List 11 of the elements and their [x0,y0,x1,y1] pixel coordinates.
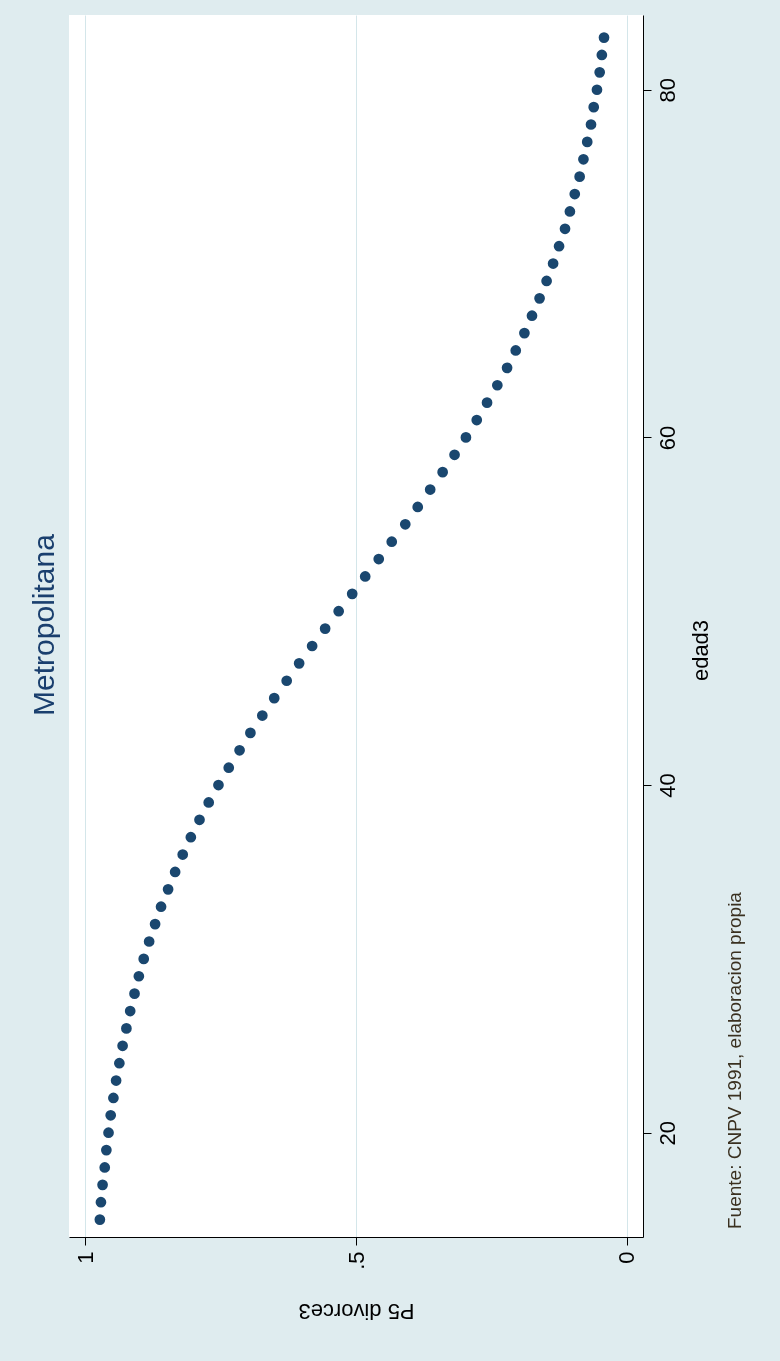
x-tick-label: 0 [614,1251,640,1264]
text: Metropolitana [27,533,60,716]
x-tick-label: 1 [72,1251,98,1264]
x-axis-title: P5 divorce3 [298,1298,415,1324]
y-axis-title: edad3 [687,619,713,682]
y-tick-label: 40 [654,773,680,798]
y-tick-label: 80 [654,78,680,103]
source-note: Fuente: CNPV 1991, elaboracion propia [724,891,745,1229]
y-tick-label: 60 [654,425,680,451]
x-tick-label: .5 [343,1251,369,1270]
y-tick-label: 20 [654,1120,680,1146]
